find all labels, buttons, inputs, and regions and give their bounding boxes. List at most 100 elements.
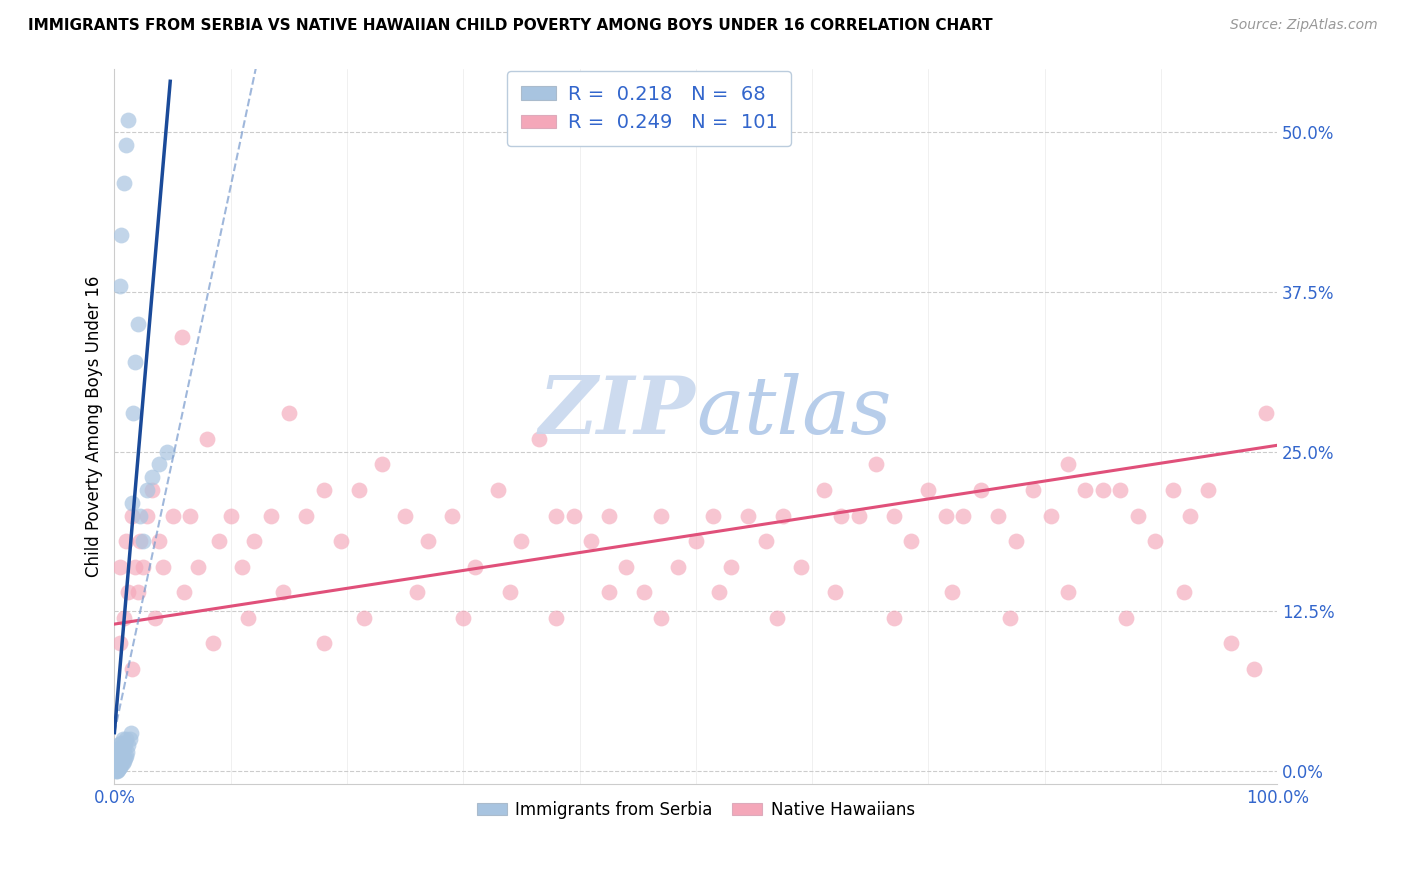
Point <box>707 585 730 599</box>
Point <box>115 732 138 747</box>
Point <box>115 138 138 153</box>
Point <box>418 534 440 549</box>
Point <box>830 508 852 523</box>
Point <box>1254 406 1277 420</box>
Point <box>917 483 939 497</box>
Point <box>1178 508 1201 523</box>
Point <box>107 745 129 759</box>
Point <box>650 610 672 624</box>
Point <box>105 757 128 772</box>
Point <box>117 585 139 599</box>
Point <box>312 636 335 650</box>
Point <box>737 508 759 523</box>
Point <box>260 508 283 523</box>
Point <box>295 508 318 523</box>
Point <box>110 227 132 242</box>
Point <box>108 761 131 775</box>
Point <box>104 755 127 769</box>
Point <box>987 508 1010 523</box>
Point <box>1173 585 1195 599</box>
Point <box>115 534 138 549</box>
Point <box>148 534 170 549</box>
Point <box>110 755 132 769</box>
Point <box>405 585 427 599</box>
Point <box>136 483 159 497</box>
Point <box>766 610 789 624</box>
Point <box>110 278 132 293</box>
Point <box>614 559 637 574</box>
Point <box>122 406 145 420</box>
Point <box>330 534 353 549</box>
Point <box>148 458 170 472</box>
Point <box>755 534 778 549</box>
Point <box>107 754 129 768</box>
Point <box>114 736 136 750</box>
Point <box>104 761 127 775</box>
Point <box>219 508 242 523</box>
Point <box>127 585 149 599</box>
Point <box>104 764 127 778</box>
Point <box>115 745 138 759</box>
Point <box>1074 483 1097 497</box>
Point <box>107 763 129 777</box>
Point <box>114 751 136 765</box>
Point <box>527 432 550 446</box>
Point <box>579 534 602 549</box>
Point <box>394 508 416 523</box>
Point <box>668 559 690 574</box>
Point <box>108 757 131 772</box>
Point <box>848 508 870 523</box>
Point <box>129 508 152 523</box>
Point <box>156 444 179 458</box>
Point <box>865 458 887 472</box>
Point <box>353 610 375 624</box>
Point <box>1091 483 1114 497</box>
Point <box>152 559 174 574</box>
Point <box>598 585 620 599</box>
Point <box>112 754 135 768</box>
Point <box>1126 508 1149 523</box>
Point <box>118 732 141 747</box>
Point <box>650 508 672 523</box>
Point <box>1219 636 1241 650</box>
Point <box>143 610 166 624</box>
Point <box>1039 508 1062 523</box>
Point <box>104 751 127 765</box>
Point <box>720 559 742 574</box>
Point <box>104 752 127 766</box>
Point <box>486 483 509 497</box>
Point <box>243 534 266 549</box>
Point <box>108 741 131 756</box>
Point <box>231 559 253 574</box>
Point <box>107 757 129 772</box>
Point <box>112 177 135 191</box>
Text: Source: ZipAtlas.com: Source: ZipAtlas.com <box>1230 18 1378 32</box>
Point <box>110 760 132 774</box>
Point <box>104 748 127 763</box>
Point <box>104 756 127 771</box>
Point <box>112 741 135 756</box>
Point <box>104 754 127 768</box>
Point <box>107 748 129 763</box>
Point <box>117 112 139 127</box>
Point <box>105 745 128 759</box>
Point <box>312 483 335 497</box>
Point <box>1057 458 1080 472</box>
Point <box>110 751 132 765</box>
Text: atlas: atlas <box>696 373 891 450</box>
Point <box>1057 585 1080 599</box>
Point <box>105 761 128 775</box>
Point <box>104 763 127 777</box>
Point <box>117 739 139 753</box>
Point <box>208 534 231 549</box>
Point <box>111 748 134 763</box>
Point <box>187 559 209 574</box>
Point <box>824 585 846 599</box>
Point <box>546 508 568 523</box>
Point <box>105 764 128 778</box>
Legend: Immigrants from Serbia, Native Hawaiians: Immigrants from Serbia, Native Hawaiians <box>470 794 921 825</box>
Point <box>197 432 219 446</box>
Point <box>1022 483 1045 497</box>
Point <box>1161 483 1184 497</box>
Point <box>510 534 533 549</box>
